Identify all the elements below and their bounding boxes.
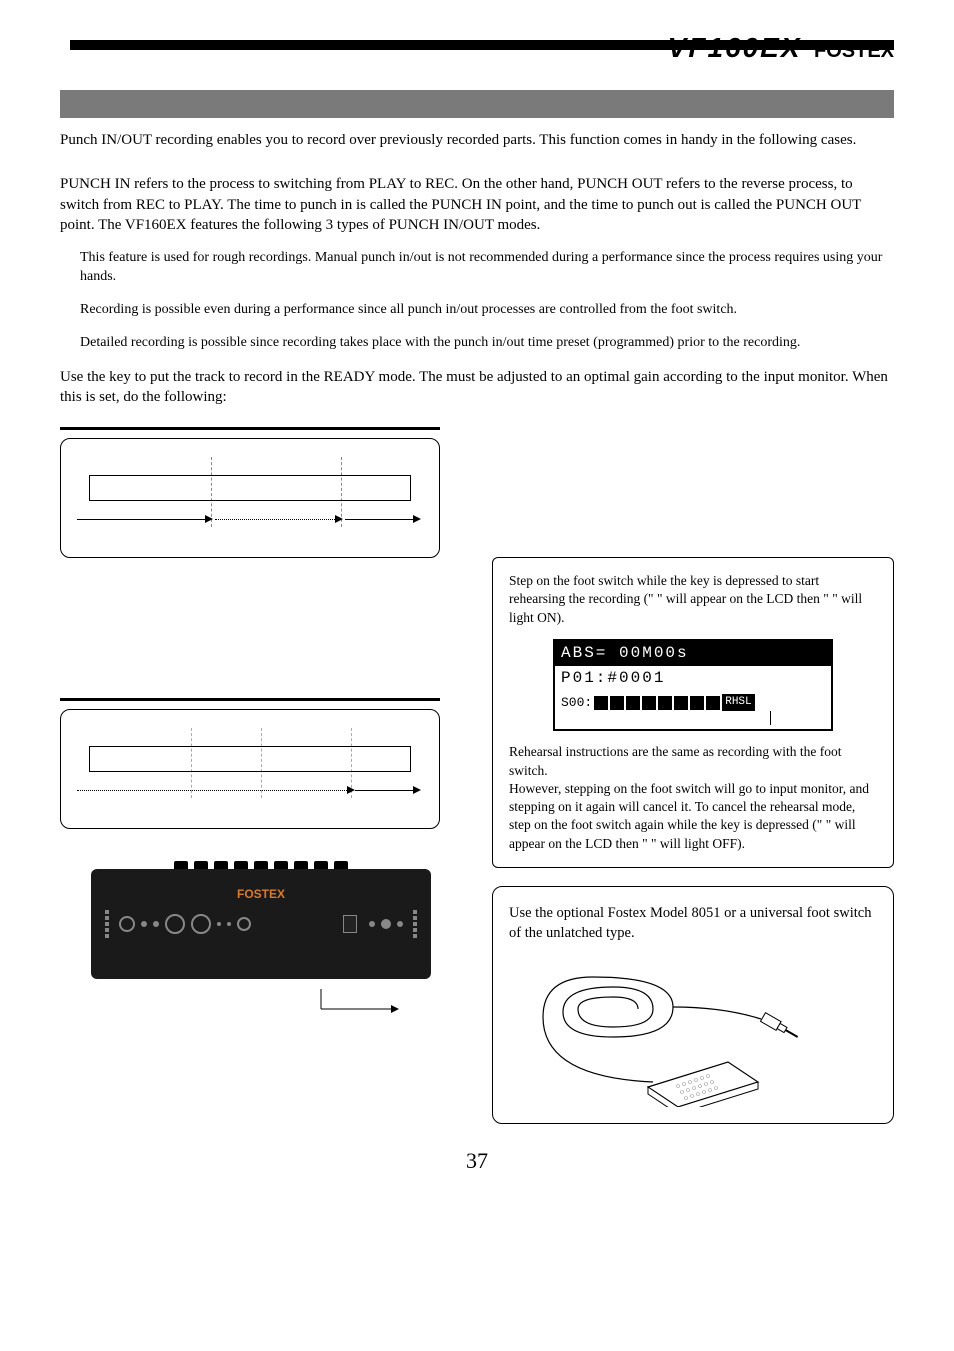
rehearsal-info-box: Step on the foot switch while the key is… [492,557,894,868]
footswitch-text: Use the optional Fostex Model 8051 or a … [509,903,877,944]
lcd-line-1: ABS= 00M00s [555,641,831,667]
header-logo: VF160EX FOSTEX [668,32,894,64]
rehearsal-note-1: Rehearsal instructions are the same as r… [509,743,877,779]
right-column: Step on the foot switch while the key is… [492,427,894,1124]
timeline-diagram-1 [60,438,440,558]
definition-paragraph: PUNCH IN refers to the process to switch… [60,174,894,235]
lcd-display: ABS= 00M00s P01:#0001 S00: RHSL [553,639,833,732]
left-block-bar-1 [60,427,440,430]
section-title-bar [60,90,894,118]
footswitch-info-box: Use the optional Fostex Model 8051 or a … [492,886,894,1125]
rehearsal-line1: Step on the foot switch while the key is… [509,572,877,627]
lcd-line-2: P01:#0001 [555,666,831,692]
usage-prefix: Use the [60,369,109,385]
footswitch-illustration [533,957,853,1107]
usage-mid: key to put the track to record in the RE… [109,369,446,385]
intro-paragraph: Punch IN/OUT recording enables you to re… [60,130,894,150]
device-arrow-icon [91,979,431,1029]
usage-paragraph: Use the key to put the track to record i… [60,367,894,408]
device-illustration: FOSTEX [60,869,462,1029]
page-number: 37 [60,1148,894,1174]
lcd-line-3: S00: RHSL [555,692,831,714]
mode-3: Detailed recording is possible since rec… [80,334,894,353]
rehearsal-note-2: However, stepping on the foot switch wil… [509,780,877,853]
brand-logo: FOSTEX [814,40,894,62]
device-brand-label: FOSTEX [237,887,285,901]
left-block-bar-2 [60,698,440,701]
two-column-layout: FOSTEX [60,427,894,1124]
mode-2: Recording is possible even during a perf… [80,301,894,320]
left-column: FOSTEX [60,427,462,1124]
mode-1: This feature is used for rough recording… [80,249,894,287]
document-page: VF160EX FOSTEX Punch IN/OUT recording en… [0,0,954,1204]
timeline-diagram-2 [60,709,440,829]
model-logo: VF160EX [668,32,802,63]
